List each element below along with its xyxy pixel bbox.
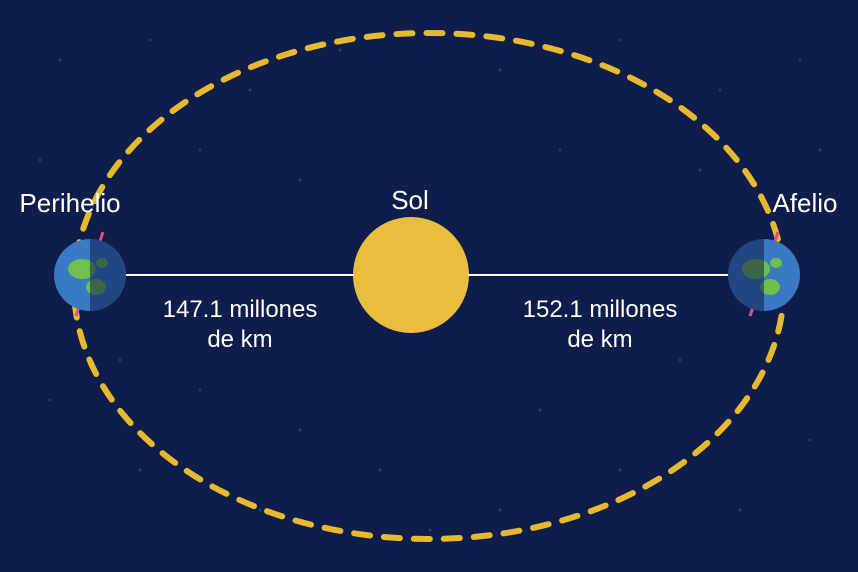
perihelion-label: Perihelio	[19, 187, 120, 220]
aphelion-distance: 152.1 millones de km	[523, 295, 678, 355]
aphelion-label: Afelio	[772, 187, 837, 220]
earth-perihelion	[54, 239, 126, 311]
perihelion-distance: 147.1 millones de km	[163, 295, 318, 355]
sun-icon	[353, 217, 469, 333]
sun-label: Sol	[391, 184, 429, 217]
diagram-svg	[0, 0, 858, 572]
earth-aphelion	[728, 239, 800, 311]
diagram-stage: Sol Perihelio Afelio 147.1 millones de k…	[0, 0, 858, 572]
